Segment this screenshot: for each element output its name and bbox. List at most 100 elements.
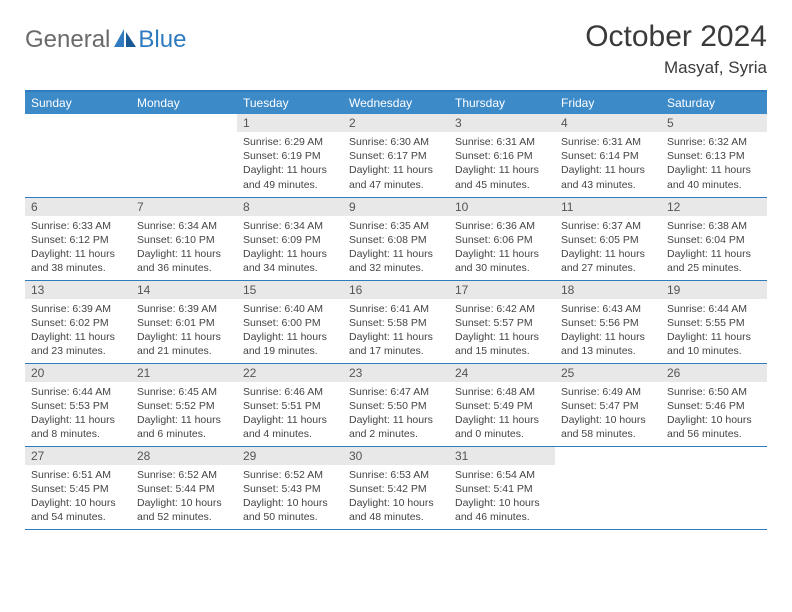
calendar-day-cell: 25Sunrise: 6:49 AMSunset: 5:47 PMDayligh…: [555, 363, 661, 446]
calendar-week-row: 27Sunrise: 6:51 AMSunset: 5:45 PMDayligh…: [25, 446, 767, 529]
day-number: [555, 447, 661, 465]
calendar-week-row: 1Sunrise: 6:29 AMSunset: 6:19 PMDaylight…: [25, 114, 767, 197]
calendar-day-cell: 23Sunrise: 6:47 AMSunset: 5:50 PMDayligh…: [343, 363, 449, 446]
calendar-day-cell: 29Sunrise: 6:52 AMSunset: 5:43 PMDayligh…: [237, 446, 343, 529]
day-sun-info: Sunrise: 6:34 AMSunset: 6:09 PMDaylight:…: [237, 216, 343, 278]
calendar-day-cell: 8Sunrise: 6:34 AMSunset: 6:09 PMDaylight…: [237, 197, 343, 280]
calendar-day-cell: [131, 114, 237, 197]
day-number: 20: [25, 364, 131, 382]
day-sun-info: Sunrise: 6:52 AMSunset: 5:43 PMDaylight:…: [237, 465, 343, 527]
calendar-day-cell: 21Sunrise: 6:45 AMSunset: 5:52 PMDayligh…: [131, 363, 237, 446]
calendar-day-cell: 26Sunrise: 6:50 AMSunset: 5:46 PMDayligh…: [661, 363, 767, 446]
calendar-day-cell: 18Sunrise: 6:43 AMSunset: 5:56 PMDayligh…: [555, 280, 661, 363]
calendar-day-cell: 16Sunrise: 6:41 AMSunset: 5:58 PMDayligh…: [343, 280, 449, 363]
calendar-day-cell: 13Sunrise: 6:39 AMSunset: 6:02 PMDayligh…: [25, 280, 131, 363]
day-sun-info: Sunrise: 6:51 AMSunset: 5:45 PMDaylight:…: [25, 465, 131, 527]
logo: General Blue: [25, 26, 186, 54]
header: General Blue October 2024 Masyaf, Syria: [25, 20, 767, 78]
weekday-header: Thursday: [449, 91, 555, 114]
day-number: 21: [131, 364, 237, 382]
weekday-header: Wednesday: [343, 91, 449, 114]
day-sun-info: Sunrise: 6:34 AMSunset: 6:10 PMDaylight:…: [131, 216, 237, 278]
calendar-week-row: 20Sunrise: 6:44 AMSunset: 5:53 PMDayligh…: [25, 363, 767, 446]
day-sun-info: Sunrise: 6:47 AMSunset: 5:50 PMDaylight:…: [343, 382, 449, 444]
day-sun-info: Sunrise: 6:41 AMSunset: 5:58 PMDaylight:…: [343, 299, 449, 361]
calendar-day-cell: 5Sunrise: 6:32 AMSunset: 6:13 PMDaylight…: [661, 114, 767, 197]
calendar-day-cell: 15Sunrise: 6:40 AMSunset: 6:00 PMDayligh…: [237, 280, 343, 363]
day-sun-info: Sunrise: 6:42 AMSunset: 5:57 PMDaylight:…: [449, 299, 555, 361]
weekday-header: Saturday: [661, 91, 767, 114]
day-number: 13: [25, 281, 131, 299]
day-sun-info: Sunrise: 6:46 AMSunset: 5:51 PMDaylight:…: [237, 382, 343, 444]
day-number: 29: [237, 447, 343, 465]
day-number: 4: [555, 114, 661, 132]
day-number: 7: [131, 198, 237, 216]
weekday-header: Monday: [131, 91, 237, 114]
calendar-day-cell: 20Sunrise: 6:44 AMSunset: 5:53 PMDayligh…: [25, 363, 131, 446]
day-sun-info: Sunrise: 6:44 AMSunset: 5:55 PMDaylight:…: [661, 299, 767, 361]
logo-text-general: General: [25, 26, 110, 54]
calendar-day-cell: [25, 114, 131, 197]
day-number: 30: [343, 447, 449, 465]
day-number: 5: [661, 114, 767, 132]
calendar-day-cell: 9Sunrise: 6:35 AMSunset: 6:08 PMDaylight…: [343, 197, 449, 280]
calendar-day-cell: 2Sunrise: 6:30 AMSunset: 6:17 PMDaylight…: [343, 114, 449, 197]
day-sun-info: Sunrise: 6:30 AMSunset: 6:17 PMDaylight:…: [343, 132, 449, 194]
day-number: 16: [343, 281, 449, 299]
day-number: 2: [343, 114, 449, 132]
day-sun-info: Sunrise: 6:50 AMSunset: 5:46 PMDaylight:…: [661, 382, 767, 444]
calendar-week-row: 13Sunrise: 6:39 AMSunset: 6:02 PMDayligh…: [25, 280, 767, 363]
day-sun-info: Sunrise: 6:44 AMSunset: 5:53 PMDaylight:…: [25, 382, 131, 444]
calendar-day-cell: [555, 446, 661, 529]
day-number: 31: [449, 447, 555, 465]
calendar-day-cell: 19Sunrise: 6:44 AMSunset: 5:55 PMDayligh…: [661, 280, 767, 363]
calendar-day-cell: 17Sunrise: 6:42 AMSunset: 5:57 PMDayligh…: [449, 280, 555, 363]
day-number: 10: [449, 198, 555, 216]
calendar-day-cell: 31Sunrise: 6:54 AMSunset: 5:41 PMDayligh…: [449, 446, 555, 529]
calendar-day-cell: 4Sunrise: 6:31 AMSunset: 6:14 PMDaylight…: [555, 114, 661, 197]
month-title: October 2024: [585, 20, 767, 54]
calendar-day-cell: 10Sunrise: 6:36 AMSunset: 6:06 PMDayligh…: [449, 197, 555, 280]
weekday-header: Tuesday: [237, 91, 343, 114]
calendar-day-cell: 12Sunrise: 6:38 AMSunset: 6:04 PMDayligh…: [661, 197, 767, 280]
day-number: 28: [131, 447, 237, 465]
day-number: 8: [237, 198, 343, 216]
calendar-day-cell: 1Sunrise: 6:29 AMSunset: 6:19 PMDaylight…: [237, 114, 343, 197]
day-sun-info: Sunrise: 6:37 AMSunset: 6:05 PMDaylight:…: [555, 216, 661, 278]
day-sun-info: Sunrise: 6:43 AMSunset: 5:56 PMDaylight:…: [555, 299, 661, 361]
day-sun-info: Sunrise: 6:53 AMSunset: 5:42 PMDaylight:…: [343, 465, 449, 527]
day-number: 22: [237, 364, 343, 382]
day-number: [131, 114, 237, 132]
day-sun-info: Sunrise: 6:35 AMSunset: 6:08 PMDaylight:…: [343, 216, 449, 278]
day-sun-info: Sunrise: 6:33 AMSunset: 6:12 PMDaylight:…: [25, 216, 131, 278]
day-sun-info: Sunrise: 6:39 AMSunset: 6:02 PMDaylight:…: [25, 299, 131, 361]
calendar-day-cell: 27Sunrise: 6:51 AMSunset: 5:45 PMDayligh…: [25, 446, 131, 529]
calendar-day-cell: 3Sunrise: 6:31 AMSunset: 6:16 PMDaylight…: [449, 114, 555, 197]
calendar-day-cell: 6Sunrise: 6:33 AMSunset: 6:12 PMDaylight…: [25, 197, 131, 280]
day-sun-info: Sunrise: 6:48 AMSunset: 5:49 PMDaylight:…: [449, 382, 555, 444]
calendar-week-row: 6Sunrise: 6:33 AMSunset: 6:12 PMDaylight…: [25, 197, 767, 280]
day-sun-info: Sunrise: 6:39 AMSunset: 6:01 PMDaylight:…: [131, 299, 237, 361]
calendar-day-cell: 22Sunrise: 6:46 AMSunset: 5:51 PMDayligh…: [237, 363, 343, 446]
day-sun-info: Sunrise: 6:36 AMSunset: 6:06 PMDaylight:…: [449, 216, 555, 278]
day-number: 27: [25, 447, 131, 465]
weekday-header: Sunday: [25, 91, 131, 114]
day-sun-info: Sunrise: 6:45 AMSunset: 5:52 PMDaylight:…: [131, 382, 237, 444]
day-number: 19: [661, 281, 767, 299]
calendar-day-cell: [661, 446, 767, 529]
day-number: [25, 114, 131, 132]
day-number: 14: [131, 281, 237, 299]
calendar-day-cell: 24Sunrise: 6:48 AMSunset: 5:49 PMDayligh…: [449, 363, 555, 446]
day-number: 15: [237, 281, 343, 299]
day-sun-info: Sunrise: 6:40 AMSunset: 6:00 PMDaylight:…: [237, 299, 343, 361]
day-number: 26: [661, 364, 767, 382]
day-number: 25: [555, 364, 661, 382]
weekday-header-row: Sunday Monday Tuesday Wednesday Thursday…: [25, 91, 767, 114]
day-sun-info: Sunrise: 6:29 AMSunset: 6:19 PMDaylight:…: [237, 132, 343, 194]
calendar-day-cell: 30Sunrise: 6:53 AMSunset: 5:42 PMDayligh…: [343, 446, 449, 529]
day-number: 9: [343, 198, 449, 216]
day-sun-info: Sunrise: 6:38 AMSunset: 6:04 PMDaylight:…: [661, 216, 767, 278]
day-sun-info: Sunrise: 6:52 AMSunset: 5:44 PMDaylight:…: [131, 465, 237, 527]
logo-text-blue: Blue: [138, 26, 186, 54]
day-number: 23: [343, 364, 449, 382]
